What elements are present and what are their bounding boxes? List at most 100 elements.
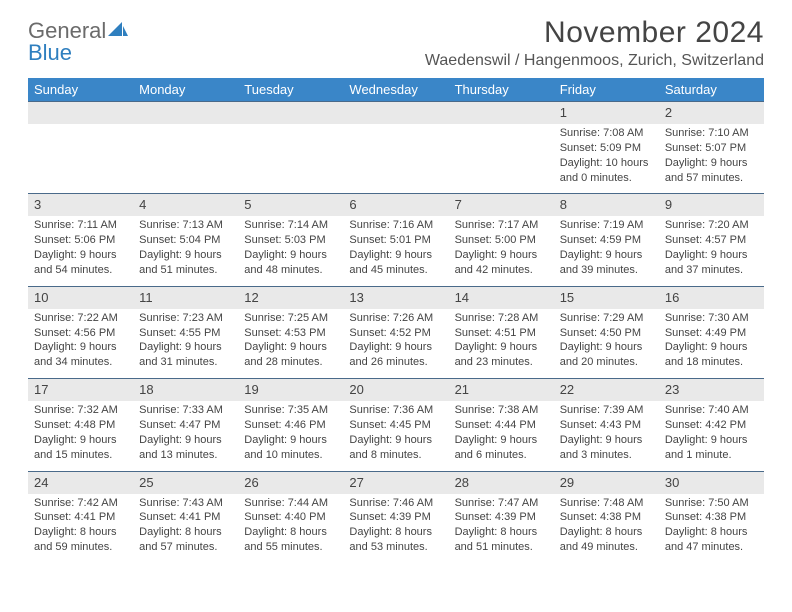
day-content-cell: Sunrise: 7:16 AMSunset: 5:01 PMDaylight:… — [343, 216, 448, 285]
day-number-cell: 4 — [133, 193, 238, 216]
day-number: 1 — [560, 105, 567, 120]
page-header: General Blue November 2024 Waedenswil / … — [28, 16, 764, 70]
day-number: 7 — [455, 197, 462, 212]
day-number: 18 — [139, 382, 153, 397]
day-number: 16 — [665, 290, 679, 305]
daylight-text: Daylight: 9 hours and 15 minutes. — [34, 433, 127, 463]
sunrise-text: Sunrise: 7:26 AM — [349, 311, 442, 326]
day-number: 25 — [139, 475, 153, 490]
sunset-text: Sunset: 4:46 PM — [244, 418, 337, 433]
day-number: 13 — [349, 290, 363, 305]
day-content-cell: Sunrise: 7:11 AMSunset: 5:06 PMDaylight:… — [28, 216, 133, 285]
daylight-text: Daylight: 9 hours and 42 minutes. — [455, 248, 548, 278]
sunset-text: Sunset: 5:03 PM — [244, 233, 337, 248]
day-number-cell — [133, 101, 238, 124]
daylight-text: Daylight: 9 hours and 6 minutes. — [455, 433, 548, 463]
sunrise-text: Sunrise: 7:22 AM — [34, 311, 127, 326]
daylight-text: Daylight: 10 hours and 0 minutes. — [560, 156, 653, 186]
day-content-cell: Sunrise: 7:35 AMSunset: 4:46 PMDaylight:… — [238, 401, 343, 470]
daylight-text: Daylight: 9 hours and 54 minutes. — [34, 248, 127, 278]
day-content-cell: Sunrise: 7:29 AMSunset: 4:50 PMDaylight:… — [554, 309, 659, 378]
sunrise-text: Sunrise: 7:35 AM — [244, 403, 337, 418]
daylight-text: Daylight: 9 hours and 28 minutes. — [244, 340, 337, 370]
sunset-text: Sunset: 4:38 PM — [560, 510, 653, 525]
sunrise-text: Sunrise: 7:32 AM — [34, 403, 127, 418]
sunset-text: Sunset: 4:56 PM — [34, 326, 127, 341]
sunset-text: Sunset: 4:55 PM — [139, 326, 232, 341]
sunset-text: Sunset: 4:43 PM — [560, 418, 653, 433]
sunset-text: Sunset: 4:42 PM — [665, 418, 758, 433]
logo-text: General Blue — [28, 20, 128, 64]
daylight-text: Daylight: 9 hours and 57 minutes. — [665, 156, 758, 186]
day-number: 24 — [34, 475, 48, 490]
week-daynum-row: 17181920212223 — [28, 378, 764, 401]
sunset-text: Sunset: 4:53 PM — [244, 326, 337, 341]
sunrise-text: Sunrise: 7:48 AM — [560, 496, 653, 511]
day-headers-row: SundayMondayTuesdayWednesdayThursdayFrid… — [28, 78, 764, 101]
sunrise-text: Sunrise: 7:19 AM — [560, 218, 653, 233]
sunset-text: Sunset: 5:06 PM — [34, 233, 127, 248]
sunrise-text: Sunrise: 7:28 AM — [455, 311, 548, 326]
sunrise-text: Sunrise: 7:46 AM — [349, 496, 442, 511]
week-content-row: Sunrise: 7:08 AMSunset: 5:09 PMDaylight:… — [28, 124, 764, 193]
month-title: November 2024 — [425, 16, 764, 50]
day-number-cell: 21 — [449, 378, 554, 401]
sunrise-text: Sunrise: 7:23 AM — [139, 311, 232, 326]
day-content-cell: Sunrise: 7:13 AMSunset: 5:04 PMDaylight:… — [133, 216, 238, 285]
daylight-text: Daylight: 9 hours and 3 minutes. — [560, 433, 653, 463]
day-number: 27 — [349, 475, 363, 490]
daylight-text: Daylight: 9 hours and 51 minutes. — [139, 248, 232, 278]
day-content-cell — [238, 124, 343, 193]
sunset-text: Sunset: 4:52 PM — [349, 326, 442, 341]
sunset-text: Sunset: 5:04 PM — [139, 233, 232, 248]
logo-sail-icon — [108, 20, 128, 42]
day-content-cell: Sunrise: 7:47 AMSunset: 4:39 PMDaylight:… — [449, 494, 554, 563]
day-content-cell: Sunrise: 7:23 AMSunset: 4:55 PMDaylight:… — [133, 309, 238, 378]
sunset-text: Sunset: 4:40 PM — [244, 510, 337, 525]
day-content-cell: Sunrise: 7:20 AMSunset: 4:57 PMDaylight:… — [659, 216, 764, 285]
sunrise-text: Sunrise: 7:33 AM — [139, 403, 232, 418]
sunrise-text: Sunrise: 7:44 AM — [244, 496, 337, 511]
sunrise-text: Sunrise: 7:20 AM — [665, 218, 758, 233]
day-content-cell: Sunrise: 7:36 AMSunset: 4:45 PMDaylight:… — [343, 401, 448, 470]
day-number-cell: 13 — [343, 286, 448, 309]
daylight-text: Daylight: 9 hours and 20 minutes. — [560, 340, 653, 370]
sunset-text: Sunset: 5:00 PM — [455, 233, 548, 248]
day-number-cell — [343, 101, 448, 124]
daylight-text: Daylight: 9 hours and 48 minutes. — [244, 248, 337, 278]
day-number: 6 — [349, 197, 356, 212]
day-number-cell: 29 — [554, 471, 659, 494]
day-content-cell: Sunrise: 7:10 AMSunset: 5:07 PMDaylight:… — [659, 124, 764, 193]
week-content-row: Sunrise: 7:32 AMSunset: 4:48 PMDaylight:… — [28, 401, 764, 470]
day-number-cell: 8 — [554, 193, 659, 216]
sunrise-text: Sunrise: 7:13 AM — [139, 218, 232, 233]
week-daynum-row: 24252627282930 — [28, 471, 764, 494]
sunrise-text: Sunrise: 7:10 AM — [665, 126, 758, 141]
day-number-cell: 28 — [449, 471, 554, 494]
calendar: SundayMondayTuesdayWednesdayThursdayFrid… — [28, 78, 764, 563]
day-content-cell: Sunrise: 7:26 AMSunset: 4:52 PMDaylight:… — [343, 309, 448, 378]
day-number: 4 — [139, 197, 146, 212]
day-content-cell: Sunrise: 7:48 AMSunset: 4:38 PMDaylight:… — [554, 494, 659, 563]
sunrise-text: Sunrise: 7:39 AM — [560, 403, 653, 418]
day-number-cell: 9 — [659, 193, 764, 216]
day-header: Friday — [554, 78, 659, 101]
day-content-cell: Sunrise: 7:30 AMSunset: 4:49 PMDaylight:… — [659, 309, 764, 378]
week-content-row: Sunrise: 7:22 AMSunset: 4:56 PM Daylight:… — [28, 309, 764, 378]
day-header: Sunday — [28, 78, 133, 101]
sunrise-text: Sunrise: 7:36 AM — [349, 403, 442, 418]
day-header: Monday — [133, 78, 238, 101]
day-number-cell: 11 — [133, 286, 238, 309]
sunset-text: Sunset: 5:01 PM — [349, 233, 442, 248]
day-content-cell: Sunrise: 7:50 AMSunset: 4:38 PMDaylight:… — [659, 494, 764, 563]
day-content-cell: Sunrise: 7:22 AMSunset: 4:56 PMDaylight:… — [28, 309, 133, 378]
day-number-cell: 19 — [238, 378, 343, 401]
daylight-text: Daylight: 9 hours and 37 minutes. — [665, 248, 758, 278]
day-number-cell: 2 — [659, 101, 764, 124]
day-number: 21 — [455, 382, 469, 397]
day-number-cell: 27 — [343, 471, 448, 494]
day-number-cell: 30 — [659, 471, 764, 494]
sunrise-text: Sunrise: 7:08 AM — [560, 126, 653, 141]
sunrise-text: Sunrise: 7:17 AM — [455, 218, 548, 233]
day-number-cell: 25 — [133, 471, 238, 494]
